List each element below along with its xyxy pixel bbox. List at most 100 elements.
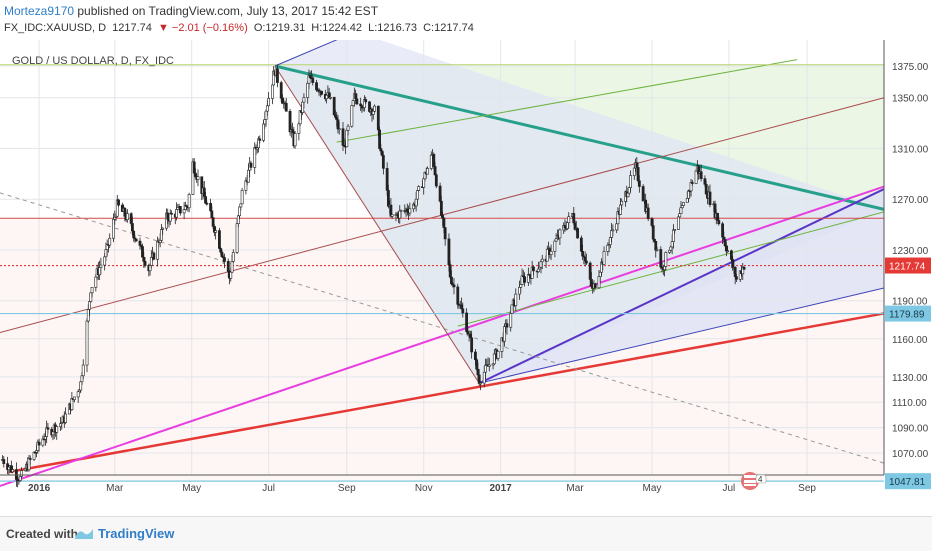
candle-body <box>510 304 514 314</box>
candle-body <box>539 261 543 268</box>
candle-body <box>2 459 6 464</box>
candle-body <box>123 207 127 217</box>
candle-body <box>81 364 85 377</box>
candle-body <box>345 129 349 148</box>
x-tick-label: Nov <box>415 483 433 494</box>
candle-body <box>134 238 138 242</box>
candle-body <box>635 162 639 168</box>
candle-body <box>682 202 685 206</box>
candle-body <box>202 187 206 197</box>
candle-body <box>117 199 120 206</box>
chart-area[interactable]: 1375.00 1350.00 1310.00 1270.00 1230.00 1190.… <box>0 40 932 515</box>
candle-body <box>253 147 257 168</box>
candle-body <box>51 431 55 436</box>
candle-body <box>672 229 675 242</box>
candle-body <box>175 209 178 218</box>
candle-body <box>129 213 133 224</box>
candle-body <box>680 205 684 208</box>
candle-body <box>90 287 94 294</box>
flag-icon[interactable]: 4 <box>736 470 770 492</box>
candle-body <box>103 256 107 266</box>
candle-body <box>55 426 59 433</box>
candle-body <box>59 423 62 427</box>
candle-body <box>385 168 389 191</box>
candle-body <box>588 262 592 280</box>
candle-body <box>434 174 438 187</box>
candle-body <box>73 396 76 400</box>
candle-body <box>131 223 134 232</box>
candle-body <box>18 476 22 481</box>
candle-body <box>381 155 385 169</box>
candle-body <box>379 148 383 152</box>
candle-body <box>262 123 265 141</box>
blue-channel-line <box>479 287 885 384</box>
candle-body <box>558 229 562 239</box>
candle-body <box>553 240 557 252</box>
tradingview-brand-link[interactable]: TradingView <box>98 526 175 541</box>
candle-body <box>182 209 186 214</box>
candle-body <box>496 351 500 359</box>
candle-body <box>482 371 486 384</box>
candle-body <box>373 105 376 112</box>
candle-body <box>311 77 315 83</box>
candle-body <box>143 261 147 266</box>
candle-body <box>288 111 292 133</box>
candle-body <box>581 251 585 257</box>
candle-body <box>149 257 153 266</box>
dashed-trend-line <box>0 192 885 464</box>
candle-body <box>113 217 117 220</box>
candle-body <box>240 190 244 205</box>
publisher-link[interactable]: Morteza9170 <box>4 4 75 18</box>
candle-body <box>354 93 358 100</box>
candle-body <box>142 256 146 262</box>
teal-resistance-line <box>274 64 885 211</box>
candle-body <box>125 213 129 221</box>
candles-layer <box>1 64 746 488</box>
candle-body <box>414 198 418 207</box>
candle-body <box>579 237 583 252</box>
candle-body <box>176 207 180 210</box>
candle-body <box>532 266 535 272</box>
candle-body <box>327 92 331 99</box>
candle-body <box>632 167 636 176</box>
candle-body <box>267 98 271 107</box>
candle-body <box>475 359 479 370</box>
candle-body <box>247 169 250 183</box>
low-value: L:1216.73 <box>368 22 418 34</box>
candle-body <box>94 276 98 288</box>
candle-body <box>477 374 481 384</box>
candle-body <box>422 178 426 188</box>
publish-info: Morteza9170 published on TradingView.com… <box>4 4 378 18</box>
candle-body <box>641 186 645 202</box>
candle-body <box>293 133 297 147</box>
candle-body <box>7 466 11 470</box>
candle-body <box>86 309 90 322</box>
y-tick-label: 1160.00 <box>892 335 928 346</box>
candle-body <box>302 97 306 103</box>
candle-body <box>220 251 224 258</box>
price-chart[interactable]: 1375.00 1350.00 1310.00 1270.00 1230.00 1190.… <box>0 40 932 515</box>
candle-body <box>566 222 569 229</box>
candle-body <box>441 215 445 219</box>
candle-body <box>194 172 197 178</box>
candle-body <box>699 171 703 179</box>
candle-body <box>320 90 323 95</box>
candle-body <box>390 214 394 217</box>
candle-body <box>337 128 341 130</box>
x-tick-label: Mar <box>106 483 124 494</box>
candle-body <box>620 200 624 206</box>
candle-body <box>170 212 173 215</box>
candle-body <box>341 128 345 146</box>
candle-body <box>537 268 540 272</box>
candle-body <box>89 292 93 302</box>
candle-body <box>611 229 615 232</box>
candle-body <box>523 276 526 283</box>
candle-body <box>583 256 587 262</box>
candle-body <box>664 252 668 267</box>
candle-body <box>448 264 452 278</box>
candle-body <box>387 190 390 207</box>
candle-body <box>350 105 354 127</box>
x-tick-label: Sep <box>798 483 816 494</box>
candle-body <box>238 206 242 217</box>
candle-body <box>306 82 310 98</box>
